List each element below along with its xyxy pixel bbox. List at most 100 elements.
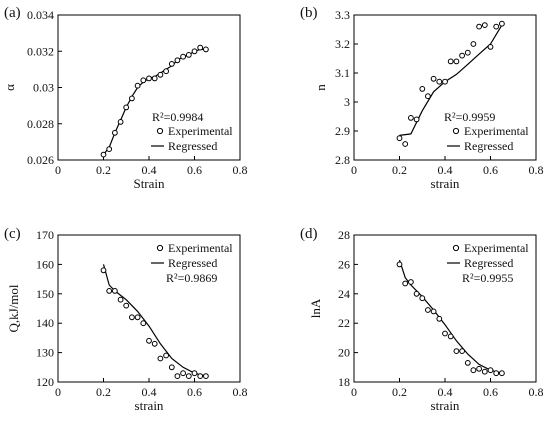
x-tick-label: 0.8 — [529, 385, 544, 399]
y-tick-label: 3.2 — [335, 37, 350, 51]
experimental-point — [487, 367, 494, 374]
experimental-point — [191, 48, 198, 55]
experimental-point — [464, 360, 471, 366]
y-tick-label: 24 — [338, 287, 350, 301]
experimental-point — [134, 314, 141, 321]
x-tick-label: 0.6 — [483, 385, 498, 399]
experimental-point — [487, 44, 494, 50]
panel-c: (c) Experimental Regressed R²=0.9869 0 0.… — [4, 226, 248, 413]
experimental-point — [419, 295, 426, 302]
experimental-point — [470, 367, 477, 374]
experimental-point — [436, 78, 443, 85]
legend-marker-experimental — [156, 244, 164, 252]
x-tick-label: 0.2 — [96, 163, 111, 177]
experimental-point — [185, 373, 192, 380]
r-squared-annotation: R²=0.9959 — [444, 110, 495, 124]
experimental-point — [163, 352, 170, 359]
experimental-point — [180, 53, 187, 60]
y-tick-label: 130 — [36, 346, 54, 360]
r-squared-annotation: R²=0.9955 — [462, 271, 513, 285]
experimental-point — [174, 57, 181, 64]
experimental-point — [476, 365, 483, 372]
experimental-point — [453, 348, 460, 355]
x-tick-label: 0.4 — [438, 163, 453, 177]
experimental-point — [117, 119, 124, 125]
x-tick-label: 0.6 — [187, 385, 202, 399]
x-tick-label: 0.4 — [142, 163, 157, 177]
experimental-point — [129, 314, 135, 321]
experimental-point — [129, 95, 135, 102]
y-tick-label: 0.03 — [33, 81, 54, 95]
experimental-point — [197, 44, 204, 51]
x-tick-label: 0.4 — [438, 385, 453, 399]
experimental-point — [191, 370, 198, 377]
experimental-point — [140, 320, 147, 327]
experimental-point — [140, 77, 147, 84]
x-axis-label: Strain — [133, 176, 165, 191]
r-squared-annotation: R²=0.9984 — [152, 110, 203, 124]
experimental-point — [123, 302, 130, 309]
legend-label-regressed: Regressed — [464, 139, 513, 153]
x-tick-label: 0.4 — [142, 385, 157, 399]
experimental-point — [481, 368, 488, 375]
y-tick-label: 150 — [36, 287, 54, 301]
experimental-point — [459, 348, 466, 355]
experimental-point — [100, 267, 107, 274]
legend-label-regressed: Regressed — [168, 139, 217, 153]
y-tick-label: 0.034 — [27, 8, 54, 22]
y-tick-label: 3.3 — [335, 8, 350, 22]
experimental-point — [481, 22, 488, 29]
y-tick-label: 120 — [36, 375, 54, 389]
experimental-point — [493, 370, 500, 377]
experimental-point — [453, 58, 460, 65]
panel-letter: (b) — [300, 5, 318, 21]
y-tick-label: 0.026 — [27, 153, 54, 167]
experimental-point — [464, 49, 471, 56]
y-tick-label: 140 — [36, 316, 54, 330]
experimental-point — [470, 41, 477, 47]
experimental-point — [151, 75, 158, 82]
experimental-point — [106, 146, 113, 153]
x-tick-label: 0 — [351, 385, 357, 399]
experimental-point — [100, 151, 107, 158]
y-tick-label: 0.028 — [27, 117, 54, 131]
experimental-point — [430, 75, 437, 82]
experimental-point — [499, 370, 505, 377]
y-tick-label: 2.8 — [335, 153, 350, 167]
panel-letter: (a) — [4, 5, 21, 21]
x-tick-label: 0 — [55, 163, 61, 177]
y-axis-label: α — [2, 84, 17, 91]
legend-label-regressed: Regressed — [464, 256, 513, 270]
experimental-point — [396, 135, 403, 142]
panel-letter: (c) — [4, 226, 21, 242]
x-axis-label: strain — [135, 398, 164, 413]
x-tick-label: 0 — [55, 385, 61, 399]
y-axis-label: Q,kJ/mol — [6, 284, 21, 332]
x-tick-label: 0.8 — [233, 163, 248, 177]
experimental-point — [493, 23, 500, 30]
y-axis-label: n — [313, 84, 328, 91]
x-tick-label: 0.2 — [392, 385, 407, 399]
experimental-point — [112, 129, 118, 136]
experimental-point — [203, 373, 209, 380]
experimental-point — [112, 288, 118, 294]
x-tick-label: 0.6 — [483, 163, 498, 177]
y-tick-label: 160 — [36, 257, 54, 271]
experimental-point — [436, 315, 443, 322]
experimental-point — [476, 23, 483, 30]
experimental-point — [499, 20, 505, 27]
experimental-point — [146, 75, 152, 82]
legend-marker-experimental — [156, 127, 164, 135]
experimental-point — [146, 337, 152, 344]
legend-label-experimental: Experimental — [464, 124, 529, 138]
panel-d: (d) Experimental Regressed R²=0.9955 0 0.… — [300, 226, 544, 413]
experimental-point — [168, 61, 175, 67]
experimental-point — [425, 307, 431, 313]
legend-label-experimental: Experimental — [464, 241, 529, 255]
x-tick-label: 0 — [351, 163, 357, 177]
experimental-point — [408, 279, 414, 285]
y-axis-label: lnA — [308, 298, 323, 318]
y-tick-label: 22 — [338, 316, 350, 330]
experimental-point — [106, 288, 113, 294]
